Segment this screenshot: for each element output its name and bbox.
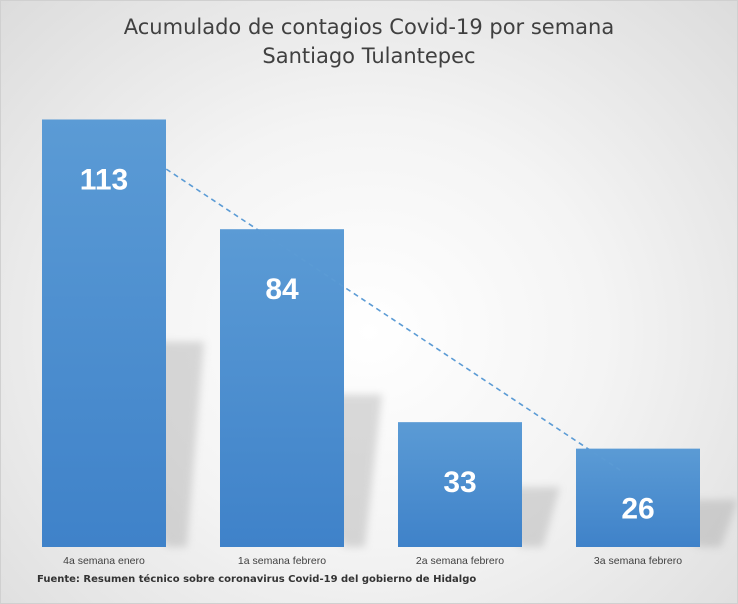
data-label-2: 84 — [265, 273, 299, 306]
chart-subtitle: Santiago Tulantepec — [262, 44, 476, 68]
trend-line — [165, 168, 621, 471]
data-label-3: 33 — [443, 466, 476, 499]
bar-4 — [576, 448, 700, 547]
x-tick-label-2: 1a semana febrero — [238, 555, 326, 567]
data-label-4: 26 — [621, 493, 654, 526]
bar-2 — [220, 229, 344, 547]
x-tick-label-4: 3a semana febrero — [594, 555, 682, 567]
bar-1 — [42, 119, 166, 547]
chart-title: Acumulado de contagios Covid-19 por sema… — [123, 15, 615, 39]
x-tick-label-1: 4a semana enero — [63, 555, 145, 567]
chart-title-block: Acumulado de contagios Covid-19 por sema… — [1, 13, 737, 71]
source-note: Fuente: Resumen técnico sobre coronaviru… — [37, 574, 477, 585]
data-label-1: 113 — [80, 163, 128, 196]
x-tick-label-3: 2a semana febrero — [416, 555, 504, 567]
bar-3 — [398, 422, 522, 547]
